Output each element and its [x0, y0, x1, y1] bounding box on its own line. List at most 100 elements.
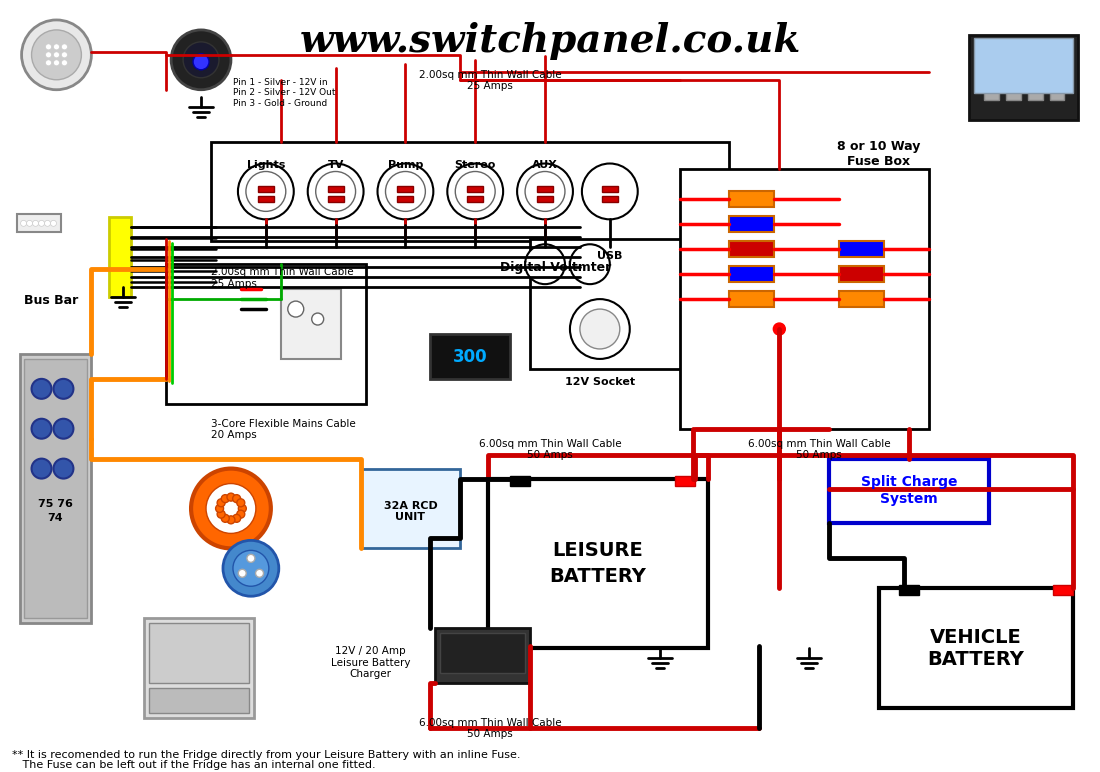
Circle shape	[62, 44, 67, 50]
Circle shape	[385, 171, 426, 212]
Circle shape	[238, 164, 294, 219]
Circle shape	[236, 499, 245, 506]
Text: 12V Socket: 12V Socket	[564, 377, 635, 387]
Circle shape	[22, 20, 91, 90]
Circle shape	[54, 52, 59, 58]
Bar	[1005, 90, 1021, 100]
Circle shape	[217, 499, 226, 506]
Circle shape	[62, 52, 67, 58]
Bar	[16, 215, 62, 232]
Bar	[974, 38, 1074, 93]
Bar	[839, 242, 884, 257]
Text: AUX: AUX	[532, 160, 558, 170]
Circle shape	[525, 244, 565, 284]
Bar	[361, 469, 460, 548]
Text: Split Charge
System: Split Charge System	[860, 476, 957, 506]
Circle shape	[246, 171, 286, 212]
Circle shape	[216, 504, 223, 513]
Bar	[537, 196, 553, 202]
Text: 6.00sq mm Thin Wall Cable
50 Amps: 6.00sq mm Thin Wall Cable 50 Amps	[478, 438, 622, 460]
Circle shape	[455, 171, 495, 212]
Bar	[879, 588, 1074, 708]
Circle shape	[221, 495, 229, 503]
Circle shape	[54, 459, 74, 479]
Circle shape	[194, 54, 209, 69]
Bar	[328, 187, 343, 192]
Text: The Fuse can be left out if the Fridge has an internal one fitted.: The Fuse can be left out if the Fridge h…	[12, 760, 375, 770]
Text: 300: 300	[453, 348, 487, 366]
Circle shape	[33, 220, 39, 226]
Bar	[1054, 585, 1074, 595]
Bar	[144, 618, 254, 718]
Bar	[150, 688, 249, 713]
Circle shape	[308, 164, 364, 219]
Circle shape	[227, 516, 235, 524]
Circle shape	[246, 554, 255, 562]
Circle shape	[32, 30, 81, 80]
Text: Lights: Lights	[246, 160, 285, 170]
Bar	[23, 359, 87, 618]
Bar	[530, 239, 690, 369]
Bar	[674, 476, 694, 486]
Bar	[729, 216, 774, 232]
Text: TV: TV	[328, 160, 344, 170]
Bar	[488, 479, 707, 648]
Bar	[602, 196, 618, 202]
Circle shape	[316, 171, 355, 212]
Circle shape	[227, 493, 235, 501]
Text: 32A RCD
UNIT: 32A RCD UNIT	[384, 501, 438, 523]
Bar	[397, 196, 414, 202]
Text: 6.00sq mm Thin Wall Cable
50 Amps: 6.00sq mm Thin Wall Cable 50 Amps	[419, 718, 561, 740]
Bar	[729, 242, 774, 257]
Bar	[729, 266, 774, 282]
Bar	[280, 290, 341, 359]
Circle shape	[39, 220, 44, 226]
Text: www.switchpanel.co.uk: www.switchpanel.co.uk	[299, 22, 801, 60]
Bar	[328, 196, 343, 202]
Text: 3-Core Flexible Mains Cable
20 Amps: 3-Core Flexible Mains Cable 20 Amps	[211, 418, 355, 440]
Text: 2.00sq mm Thin Wall Cable
25 Amps: 2.00sq mm Thin Wall Cable 25 Amps	[211, 267, 353, 289]
Bar	[1027, 90, 1043, 100]
Circle shape	[517, 164, 573, 219]
Circle shape	[45, 44, 52, 50]
Text: Digital Voltmter: Digital Voltmter	[500, 261, 612, 274]
Bar	[829, 459, 989, 523]
Circle shape	[217, 510, 226, 518]
Circle shape	[26, 220, 33, 226]
Circle shape	[232, 495, 241, 503]
Circle shape	[288, 301, 304, 317]
Bar	[468, 187, 483, 192]
Bar	[211, 141, 729, 242]
Text: Pin 1 - Silver - 12V in
Pin 2 - Silver - 12V Out
Pin 3 - Gold - Ground: Pin 1 - Silver - 12V in Pin 2 - Silver -…	[233, 78, 336, 107]
Circle shape	[54, 44, 59, 50]
Bar	[257, 187, 274, 192]
Bar	[602, 187, 618, 192]
Bar	[969, 35, 1078, 120]
Circle shape	[239, 504, 246, 513]
Circle shape	[32, 379, 52, 399]
Circle shape	[582, 164, 638, 219]
Circle shape	[45, 59, 52, 66]
Circle shape	[45, 52, 52, 58]
Bar	[983, 90, 999, 100]
Circle shape	[172, 30, 231, 90]
Circle shape	[525, 171, 565, 212]
Circle shape	[32, 459, 52, 479]
Circle shape	[191, 469, 271, 548]
Bar	[20, 354, 91, 623]
Bar	[510, 476, 530, 486]
Circle shape	[232, 514, 241, 523]
Circle shape	[54, 379, 74, 399]
Circle shape	[448, 164, 503, 219]
Circle shape	[32, 418, 52, 438]
Circle shape	[221, 514, 229, 523]
Circle shape	[580, 309, 619, 349]
Circle shape	[54, 59, 59, 66]
Circle shape	[239, 569, 246, 577]
Bar	[468, 196, 483, 202]
Bar	[839, 291, 884, 307]
Text: Bus Bar: Bus Bar	[24, 294, 78, 307]
Circle shape	[223, 540, 278, 596]
Bar	[680, 170, 928, 428]
Bar	[397, 187, 414, 192]
